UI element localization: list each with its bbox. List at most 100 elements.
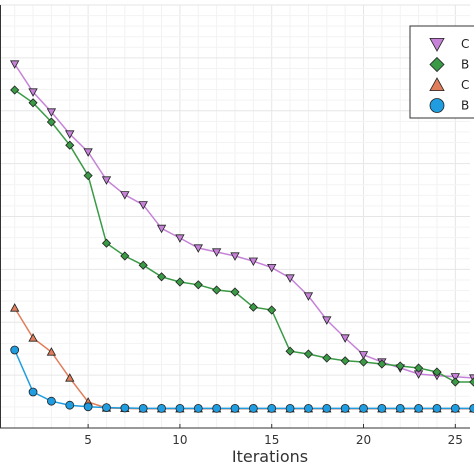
data-point bbox=[212, 285, 222, 295]
data-point bbox=[83, 148, 93, 157]
data-point bbox=[101, 238, 112, 248]
data-point bbox=[193, 403, 203, 413]
x-tick-labels: 5 10 15 20 25 bbox=[84, 433, 463, 447]
data-point bbox=[450, 403, 460, 413]
data-point bbox=[101, 176, 112, 185]
data-point bbox=[46, 117, 56, 127]
data-point bbox=[120, 251, 130, 261]
data-point bbox=[414, 363, 424, 373]
legend-marker bbox=[429, 56, 445, 73]
data-point bbox=[285, 403, 295, 413]
data-point bbox=[248, 403, 258, 413]
data-point bbox=[120, 403, 130, 413]
legend-marker bbox=[429, 38, 445, 52]
series-layer bbox=[10, 60, 474, 413]
data-point bbox=[230, 287, 240, 297]
legend-item: C bbox=[429, 77, 469, 92]
data-point bbox=[83, 171, 93, 181]
grid-lines bbox=[0, 4, 470, 429]
data-point bbox=[285, 274, 295, 283]
legend-label: C bbox=[461, 78, 469, 92]
data-point bbox=[322, 316, 332, 325]
data-point bbox=[138, 403, 148, 413]
x-tick-label: 5 bbox=[84, 433, 92, 447]
data-point bbox=[10, 60, 20, 69]
data-point bbox=[450, 373, 460, 382]
data-point bbox=[248, 302, 258, 312]
legend-item: B bbox=[429, 56, 469, 73]
data-point bbox=[432, 367, 442, 377]
data-point bbox=[10, 345, 20, 355]
data-point bbox=[395, 403, 405, 413]
data-point bbox=[340, 334, 350, 343]
data-point bbox=[377, 359, 387, 369]
data-point bbox=[303, 292, 314, 301]
data-point bbox=[285, 346, 295, 356]
data-point bbox=[395, 361, 405, 371]
data-point bbox=[28, 98, 38, 108]
series-line bbox=[14, 89, 474, 383]
data-point bbox=[102, 403, 111, 413]
data-point bbox=[65, 400, 75, 410]
data-point bbox=[156, 224, 167, 234]
legend-item: C bbox=[429, 37, 469, 52]
data-point bbox=[212, 403, 222, 413]
data-point bbox=[193, 280, 203, 290]
data-point bbox=[28, 88, 38, 97]
data-point bbox=[175, 277, 185, 287]
data-point bbox=[450, 377, 460, 387]
data-point bbox=[267, 305, 277, 315]
series-1 bbox=[10, 85, 474, 387]
data-point bbox=[175, 403, 185, 413]
data-point bbox=[414, 403, 423, 413]
data-point bbox=[28, 387, 38, 397]
data-point bbox=[340, 403, 350, 413]
data-point bbox=[359, 403, 368, 413]
x-tick-label: 15 bbox=[264, 433, 279, 447]
data-point bbox=[267, 263, 277, 273]
series-0 bbox=[10, 60, 474, 383]
data-point bbox=[65, 130, 75, 139]
legend-marker bbox=[429, 98, 445, 113]
legend-item: B bbox=[429, 98, 469, 113]
x-axis-label: Iterations bbox=[232, 447, 308, 466]
data-point bbox=[138, 260, 148, 270]
axes bbox=[0, 5, 470, 429]
data-point bbox=[211, 248, 222, 257]
data-point bbox=[358, 357, 369, 367]
data-point bbox=[322, 353, 332, 363]
x-tick-label: 10 bbox=[172, 433, 187, 447]
data-point bbox=[432, 403, 442, 413]
series-line bbox=[14, 307, 474, 410]
data-point bbox=[156, 272, 167, 282]
series-line bbox=[14, 349, 474, 410]
data-point bbox=[10, 85, 20, 95]
legend-label: C bbox=[461, 37, 469, 51]
data-point bbox=[46, 108, 57, 117]
data-point bbox=[65, 373, 75, 382]
data-point bbox=[120, 191, 130, 200]
data-point bbox=[193, 244, 203, 253]
data-point bbox=[248, 257, 259, 267]
data-point bbox=[65, 140, 75, 150]
data-point bbox=[230, 403, 240, 413]
data-point bbox=[340, 356, 350, 366]
series-3 bbox=[10, 345, 474, 413]
legend-marker bbox=[429, 77, 445, 91]
x-tick-label: 25 bbox=[448, 433, 463, 447]
data-point bbox=[138, 201, 148, 210]
data-point bbox=[377, 403, 387, 413]
x-tick-label: 20 bbox=[356, 433, 371, 447]
data-point bbox=[230, 252, 240, 261]
legend-label: B bbox=[461, 99, 469, 113]
data-point bbox=[303, 349, 314, 359]
data-point bbox=[267, 403, 277, 413]
data-point bbox=[83, 402, 93, 412]
data-point bbox=[10, 303, 20, 312]
data-point bbox=[469, 404, 474, 413]
data-point bbox=[358, 351, 369, 360]
data-point bbox=[175, 234, 185, 243]
data-point bbox=[46, 347, 57, 356]
